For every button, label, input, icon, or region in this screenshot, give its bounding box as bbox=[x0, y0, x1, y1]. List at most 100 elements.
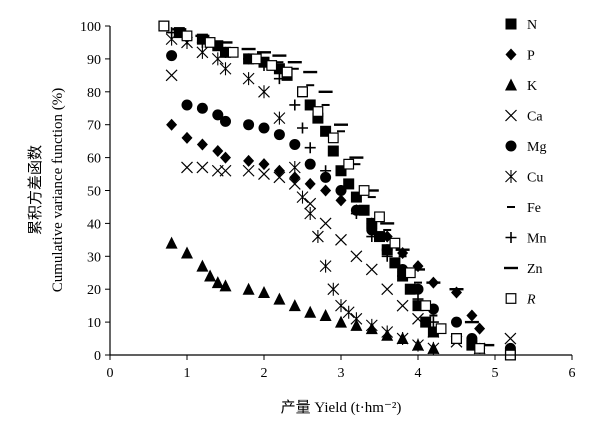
point-n bbox=[212, 40, 224, 52]
point-cu bbox=[342, 305, 355, 319]
point-k bbox=[196, 259, 209, 272]
point-cu bbox=[365, 318, 378, 332]
legend-label-r: R bbox=[526, 293, 536, 308]
x-axis-title: 产量 Yield (t·hm⁻²) bbox=[281, 399, 402, 416]
point-cu bbox=[412, 338, 424, 352]
legend-label-n: N bbox=[527, 18, 537, 33]
legend-label-cu: Cu bbox=[527, 171, 543, 186]
point-r bbox=[227, 46, 239, 58]
point-mn bbox=[273, 73, 285, 85]
point-k bbox=[288, 299, 301, 312]
point-k bbox=[219, 279, 232, 292]
point-mg bbox=[166, 50, 178, 62]
point-r bbox=[266, 60, 278, 71]
point-r bbox=[181, 30, 193, 42]
point-mg bbox=[243, 119, 255, 131]
point-mn bbox=[289, 99, 301, 111]
point-mg bbox=[451, 316, 462, 328]
x-tick-label: 2 bbox=[261, 366, 268, 381]
legend-label-p: P bbox=[527, 49, 535, 64]
point-ca bbox=[335, 233, 347, 246]
point-p bbox=[258, 158, 270, 171]
point-r bbox=[404, 267, 416, 279]
point-p bbox=[335, 194, 347, 207]
series-p bbox=[166, 118, 486, 335]
x-ticks: 0 1 2 3 4 5 6 bbox=[107, 355, 576, 381]
legend-marker-ca bbox=[505, 109, 517, 122]
legend-label-ca: Ca bbox=[527, 110, 543, 125]
point-r bbox=[327, 132, 339, 144]
y-tick-label: 80 bbox=[87, 86, 101, 101]
point-p bbox=[220, 151, 231, 164]
point-p bbox=[474, 322, 486, 335]
point-n bbox=[404, 283, 416, 295]
y-tick-label: 100 bbox=[80, 20, 101, 35]
point-k bbox=[304, 305, 317, 318]
x-tick-label: 4 bbox=[415, 366, 422, 381]
point-ca bbox=[381, 283, 394, 296]
point-mg bbox=[181, 99, 193, 111]
point-mg bbox=[412, 283, 424, 295]
point-cu bbox=[327, 282, 340, 296]
point-ca bbox=[219, 164, 232, 177]
point-r bbox=[451, 333, 462, 344]
point-n bbox=[389, 257, 401, 269]
point-ca bbox=[181, 161, 193, 174]
point-cu bbox=[196, 45, 209, 59]
y-tick-label: 50 bbox=[87, 185, 101, 200]
y-tick-label: 90 bbox=[87, 53, 101, 68]
point-mg bbox=[258, 122, 270, 134]
point-k bbox=[165, 236, 178, 249]
point-n bbox=[358, 204, 370, 216]
point-mn bbox=[297, 122, 308, 134]
x-tick-label: 0 bbox=[107, 366, 114, 381]
point-r bbox=[374, 211, 385, 223]
point-cu bbox=[296, 190, 309, 204]
point-cu bbox=[350, 312, 363, 326]
point-mn bbox=[166, 27, 178, 39]
point-mn bbox=[350, 208, 362, 220]
point-cu bbox=[427, 341, 440, 355]
point-mg bbox=[212, 109, 224, 121]
point-ca bbox=[273, 171, 286, 184]
y-ticks: 0 10 20 30 40 50 60 70 80 90 100 bbox=[80, 20, 110, 364]
point-cu bbox=[288, 160, 301, 174]
series-mg bbox=[166, 50, 516, 354]
point-r bbox=[250, 53, 262, 65]
y-axis-title-en: Cumulative variance function (%) bbox=[50, 88, 66, 293]
y-tick-label: 20 bbox=[87, 283, 101, 298]
legend-marker-n bbox=[505, 18, 517, 30]
series-r bbox=[158, 20, 516, 361]
point-p bbox=[212, 145, 224, 158]
point-ca bbox=[350, 250, 363, 263]
point-r bbox=[435, 323, 447, 335]
point-p bbox=[243, 154, 255, 167]
legend-label-k: K bbox=[527, 79, 537, 94]
point-cu bbox=[319, 259, 332, 273]
point-ca bbox=[504, 332, 517, 345]
point-r bbox=[420, 300, 432, 312]
point-mg bbox=[273, 129, 285, 141]
point-n bbox=[412, 300, 424, 312]
legend-marker-cu bbox=[505, 170, 517, 183]
point-r bbox=[474, 343, 485, 354]
series-zn bbox=[172, 28, 495, 347]
point-ca bbox=[412, 312, 424, 325]
point-cu bbox=[396, 332, 409, 346]
point-k bbox=[319, 309, 332, 322]
point-p bbox=[181, 131, 193, 144]
point-r bbox=[204, 37, 216, 48]
point-r bbox=[343, 158, 355, 170]
point-cu bbox=[242, 72, 255, 86]
point-p bbox=[304, 177, 316, 190]
point-k bbox=[181, 246, 193, 259]
x-tick-label: 6 bbox=[569, 366, 576, 381]
y-tick-label: 10 bbox=[87, 316, 101, 331]
point-p bbox=[273, 164, 285, 177]
point-n bbox=[466, 339, 478, 351]
point-cu bbox=[211, 52, 224, 66]
point-mn bbox=[381, 250, 393, 262]
legend-marker-mg bbox=[505, 140, 517, 152]
point-k bbox=[211, 276, 224, 289]
